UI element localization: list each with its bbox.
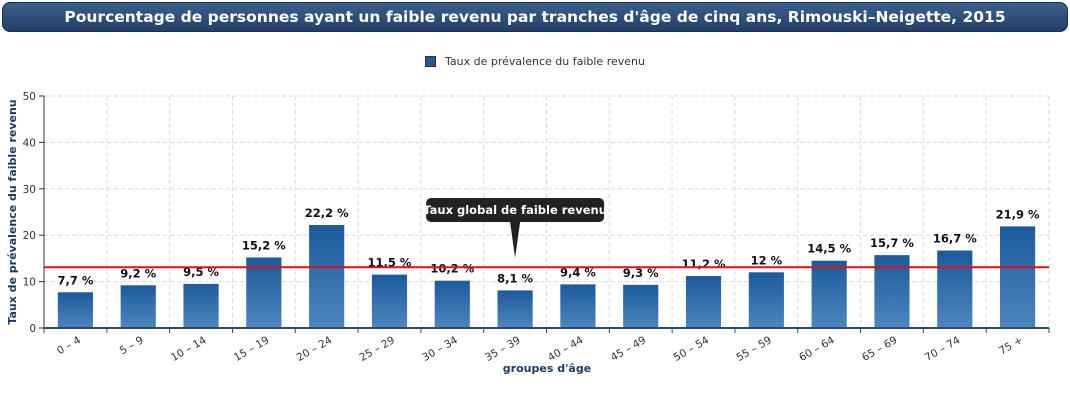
bar[interactable] — [560, 284, 596, 328]
chart-legend[interactable]: Taux de prévalence du faible revenu — [0, 52, 1070, 70]
x-tick-label: 30 – 34 — [420, 334, 460, 364]
data-label: 9,4 % — [560, 265, 596, 279]
data-label: 10,2 % — [430, 262, 474, 276]
bar[interactable] — [874, 255, 910, 328]
x-tick-label: 15 – 19 — [232, 334, 271, 364]
y-tick-label: 30 — [23, 184, 36, 196]
x-tick-label: 70 – 74 — [923, 334, 963, 364]
legend-label: Taux de prévalence du faible revenu — [445, 54, 645, 68]
y-tick-label: 10 — [23, 277, 36, 289]
data-label: 16,7 % — [933, 232, 977, 246]
reference-line-tooltip: Taux global de faible revenu — [423, 198, 607, 258]
y-tick-label: 0 — [29, 323, 36, 335]
bar[interactable] — [183, 283, 219, 328]
data-label: 22,2 % — [305, 206, 349, 220]
reference-line-label: Taux global de faible revenu — [423, 203, 607, 217]
x-tick-label: 40 – 44 — [546, 334, 586, 364]
data-label: 14,5 % — [807, 242, 851, 256]
bar[interactable] — [57, 292, 93, 328]
legend-swatch — [425, 55, 437, 67]
bar[interactable] — [937, 250, 973, 328]
x-tick-label: 45 – 49 — [609, 334, 648, 364]
bar[interactable] — [685, 276, 722, 328]
data-label: 15,7 % — [870, 236, 914, 250]
data-label: 7,7 % — [57, 273, 93, 287]
bar[interactable] — [497, 290, 533, 328]
data-label: 9,3 % — [623, 266, 659, 280]
data-label: 11,2 % — [682, 257, 726, 271]
data-label: 9,5 % — [183, 265, 219, 279]
tooltip-pointer — [510, 222, 521, 258]
x-axis-title: groupes d'âge — [503, 362, 591, 375]
data-label: 12 % — [751, 253, 783, 267]
x-tick-label: 55 – 59 — [734, 334, 773, 364]
bar[interactable] — [1000, 226, 1036, 328]
x-tick-label: 0 – 4 — [55, 334, 83, 357]
x-tick-label: 35 – 39 — [483, 334, 522, 364]
data-label: 9,2 % — [120, 266, 156, 280]
y-tick-label: 20 — [23, 230, 36, 242]
tooltip-box — [426, 198, 605, 222]
grid — [43, 95, 1050, 328]
data-label: 11,5 % — [368, 256, 412, 270]
data-label: 15,2 % — [242, 238, 286, 252]
x-tick-label: 60 – 64 — [797, 334, 837, 364]
y-axis-title: Taux de prévalence du faible revenu — [6, 99, 19, 324]
bar[interactable] — [434, 280, 470, 328]
data-label: 8,1 % — [497, 271, 533, 285]
x-tick-label: 10 – 14 — [169, 334, 209, 364]
y-tick-label: 50 — [23, 91, 36, 103]
bar[interactable] — [309, 224, 345, 328]
bar[interactable] — [246, 257, 282, 328]
bar[interactable] — [748, 272, 784, 328]
bar[interactable] — [811, 260, 847, 328]
data-label: 21,9 % — [996, 207, 1040, 221]
x-tick-label: 20 – 24 — [295, 334, 335, 364]
x-tick-label: 75 + — [997, 334, 1025, 357]
x-tick-label: 5 – 9 — [118, 334, 146, 357]
x-tick-label: 50 – 54 — [672, 334, 712, 364]
reference-line-group: Taux global de faible revenu — [44, 198, 1049, 269]
bar[interactable] — [371, 274, 408, 328]
chart-title: Pourcentage de personnes ayant un faible… — [2, 2, 1068, 32]
x-tick-label: 65 – 69 — [860, 334, 899, 364]
x-tick-label: 25 – 29 — [357, 334, 396, 364]
y-tick-label: 40 — [23, 137, 36, 149]
bar[interactable] — [120, 285, 156, 328]
bars — [57, 224, 1036, 328]
bar[interactable] — [623, 284, 659, 328]
